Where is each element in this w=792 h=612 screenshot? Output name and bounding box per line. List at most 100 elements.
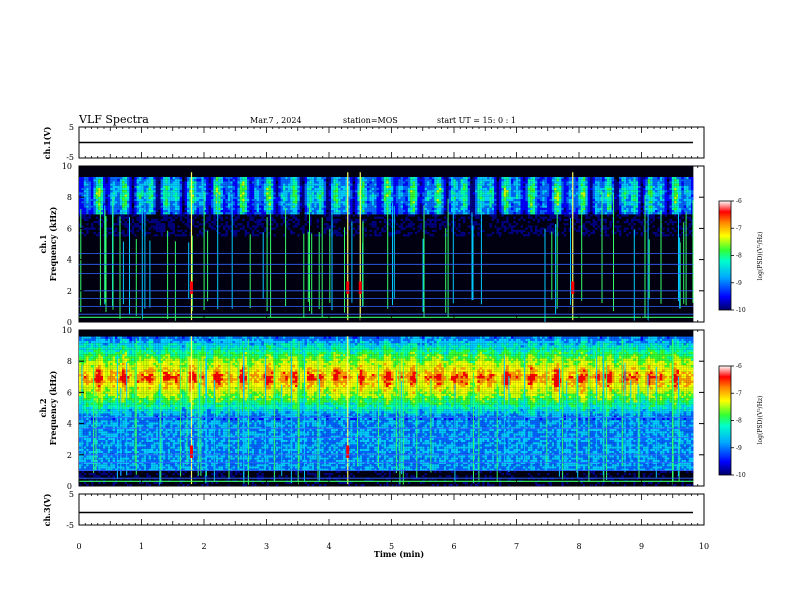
spectrogram-cell [626, 207, 629, 210]
spectrogram-cell [254, 201, 257, 204]
spectrogram-cell [314, 194, 317, 197]
spectrogram-cell [638, 179, 641, 182]
spectrogram-cell [307, 229, 310, 232]
spectrogram-cell [158, 185, 161, 188]
spectrogram-cell [554, 212, 557, 215]
spectrogram-cell [491, 205, 495, 208]
spectrogram-cell [93, 183, 96, 186]
spectrogram-cell [465, 210, 468, 213]
spectrogram-cell [199, 232, 202, 235]
spectrogram-cell [321, 181, 324, 184]
spectrogram-cell [439, 199, 442, 202]
spectrogram-cell [170, 190, 173, 193]
spectrogram-cell [583, 179, 586, 182]
spectrogram-cell [158, 225, 161, 228]
spectrogram-cell [304, 177, 307, 180]
spectrogram-cell [213, 227, 216, 230]
spectrogram-cell [323, 179, 327, 182]
spectrogram-cell [410, 188, 413, 191]
spectrogram-cell [196, 181, 199, 184]
spectrogram-cell [566, 183, 569, 186]
spectrogram-cell [487, 201, 490, 204]
spectrogram-cell [561, 212, 564, 215]
spectrogram-cell [129, 181, 132, 184]
spectrogram-cell [170, 177, 173, 180]
spectrogram-cell [323, 181, 327, 184]
spectrogram-cell [595, 207, 598, 210]
spectrogram-cell [573, 207, 576, 210]
spectrogram-cell [563, 188, 567, 191]
spectrogram-cell [98, 234, 101, 237]
spectrogram-cell [597, 190, 600, 193]
spectrogram-cell [477, 188, 480, 191]
spectrogram-cell [496, 207, 499, 210]
spectrogram-cell [163, 212, 166, 215]
spectrogram-cell [314, 192, 317, 195]
spectrogram-cell [532, 205, 535, 208]
spectrogram-cell [530, 227, 533, 230]
spectrogram-cell [429, 192, 432, 195]
spectrogram-cell [547, 207, 550, 210]
spectrogram-cell [220, 177, 223, 180]
spectrogram-cell [283, 181, 286, 184]
spectrogram-cell [107, 212, 111, 215]
spectrogram-cell [422, 192, 425, 195]
spectrogram-cell [542, 177, 545, 180]
spectrogram-cell [477, 177, 480, 180]
spectrogram-cell [407, 185, 411, 188]
spectrogram-cell [271, 190, 274, 193]
spectrogram-cell [434, 203, 437, 206]
spectrogram-cell [374, 196, 377, 199]
spectrogram-cell [436, 192, 439, 195]
spectrogram-cell [208, 196, 211, 199]
spectrogram-cell [110, 183, 113, 186]
spectrogram-cell [391, 199, 394, 202]
spectrogram-cell [383, 207, 387, 210]
spectrogram-cell [215, 203, 219, 206]
spectrogram-cell [323, 201, 327, 204]
spectrogram-cell [153, 196, 156, 199]
spectrogram-cell [434, 229, 437, 232]
spectrogram-cell [179, 183, 183, 186]
spectrogram-cell [508, 192, 511, 195]
spectrogram-cell [482, 201, 485, 204]
spectrogram-cell [496, 196, 499, 199]
spectrogram-cell [367, 199, 370, 202]
spectrogram-cell [537, 210, 540, 213]
spectrogram-cell [129, 205, 132, 208]
spectrogram-cell [316, 225, 319, 228]
spectrogram-cell [206, 190, 209, 193]
spectrogram-cell [225, 177, 228, 180]
spectrogram-cell [98, 203, 101, 206]
spectrogram-cell [355, 179, 358, 182]
spectrogram-cell [170, 232, 173, 235]
spectrogram-cell [124, 203, 127, 206]
spectrogram-cell [191, 201, 195, 204]
spectrogram-cell [417, 181, 420, 184]
spectrogram-cell [383, 225, 387, 228]
spectrogram-cell [542, 194, 545, 197]
spectrogram-cell [616, 188, 619, 191]
spectrogram-cell [635, 214, 639, 217]
spectrogram-cell [364, 177, 367, 180]
spectrogram-cell [475, 216, 478, 219]
spectrogram-cell [191, 203, 195, 206]
spectrogram-cell [537, 190, 540, 193]
spectrogram-cell [638, 199, 641, 202]
spectrogram-cell [256, 188, 259, 191]
spectrogram-cell [539, 227, 543, 230]
spectrogram-cell [585, 179, 588, 182]
spectrogram-cell [297, 218, 300, 221]
spectrogram-cell [503, 181, 507, 184]
spectrogram-cell [460, 183, 463, 186]
spectrogram-cell [412, 203, 415, 206]
spectrogram-cell [206, 196, 209, 199]
spectrogram-cell [364, 234, 367, 237]
spectrogram-cell [268, 216, 271, 219]
spectrogram-cell [441, 212, 444, 215]
spectrogram-cell [119, 201, 123, 204]
spectrogram-cell [153, 218, 156, 221]
spectrogram-cell [647, 212, 651, 215]
spectrogram-cell [199, 185, 202, 188]
spectrogram-cell [523, 177, 526, 180]
